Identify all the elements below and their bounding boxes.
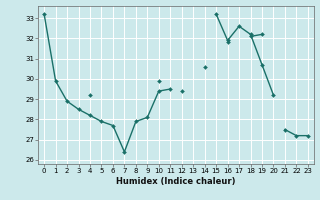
X-axis label: Humidex (Indice chaleur): Humidex (Indice chaleur) <box>116 177 236 186</box>
